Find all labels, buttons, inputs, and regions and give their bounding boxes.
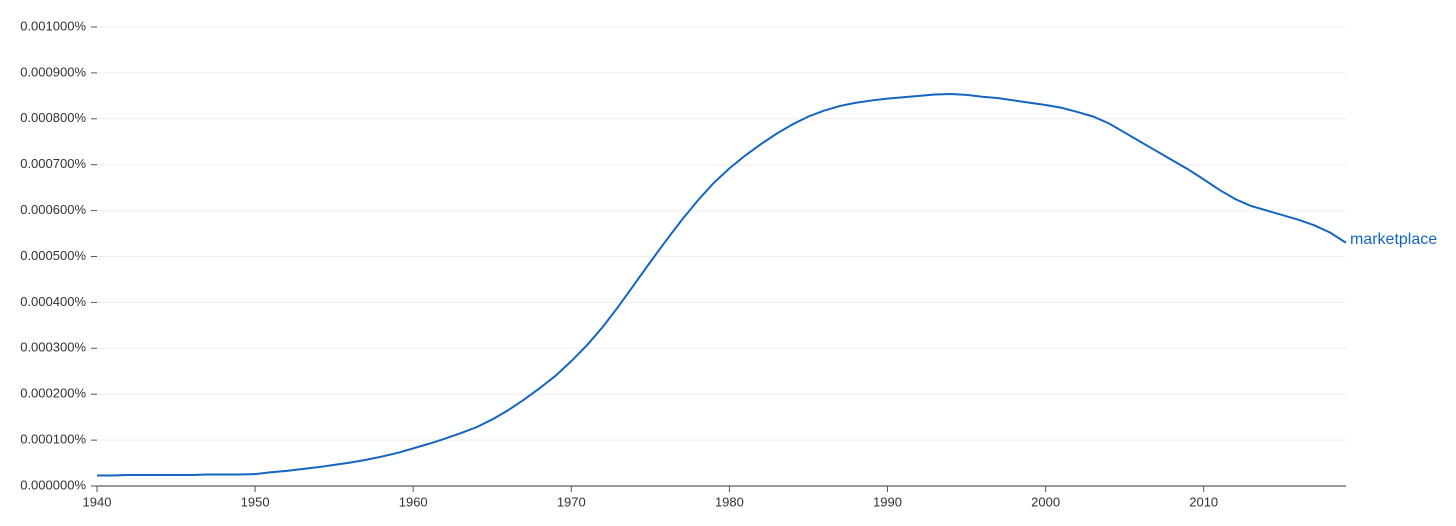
x-tick-label: 2000 bbox=[1031, 494, 1060, 509]
y-tick-label: 0.000400% bbox=[20, 294, 86, 309]
x-tick-label: 1980 bbox=[715, 494, 744, 509]
y-tick-label: 0.001000% bbox=[20, 18, 86, 33]
y-tick-label: 0.000700% bbox=[20, 156, 86, 171]
x-tick-label: 1970 bbox=[557, 494, 586, 509]
y-tick-label: 0.000100% bbox=[20, 432, 86, 447]
x-tick-label: 2010 bbox=[1189, 494, 1218, 509]
x-tick-label: 1940 bbox=[83, 494, 112, 509]
y-tick-label: 0.000600% bbox=[20, 202, 86, 217]
y-tick-label: 0.000300% bbox=[20, 340, 86, 355]
series-label: marketplace bbox=[1350, 231, 1437, 248]
x-tick-label: 1950 bbox=[241, 494, 270, 509]
y-tick-label: 0.000900% bbox=[20, 64, 86, 79]
x-tick-label: 1960 bbox=[399, 494, 428, 509]
x-tick-label: 1990 bbox=[873, 494, 902, 509]
y-tick-label: 0.000800% bbox=[20, 110, 86, 125]
y-tick-label: 0.000000% bbox=[20, 477, 86, 492]
y-tick-label: 0.000500% bbox=[20, 248, 86, 263]
series-line bbox=[97, 93, 1347, 477]
y-tick-label: 0.000200% bbox=[20, 386, 86, 401]
